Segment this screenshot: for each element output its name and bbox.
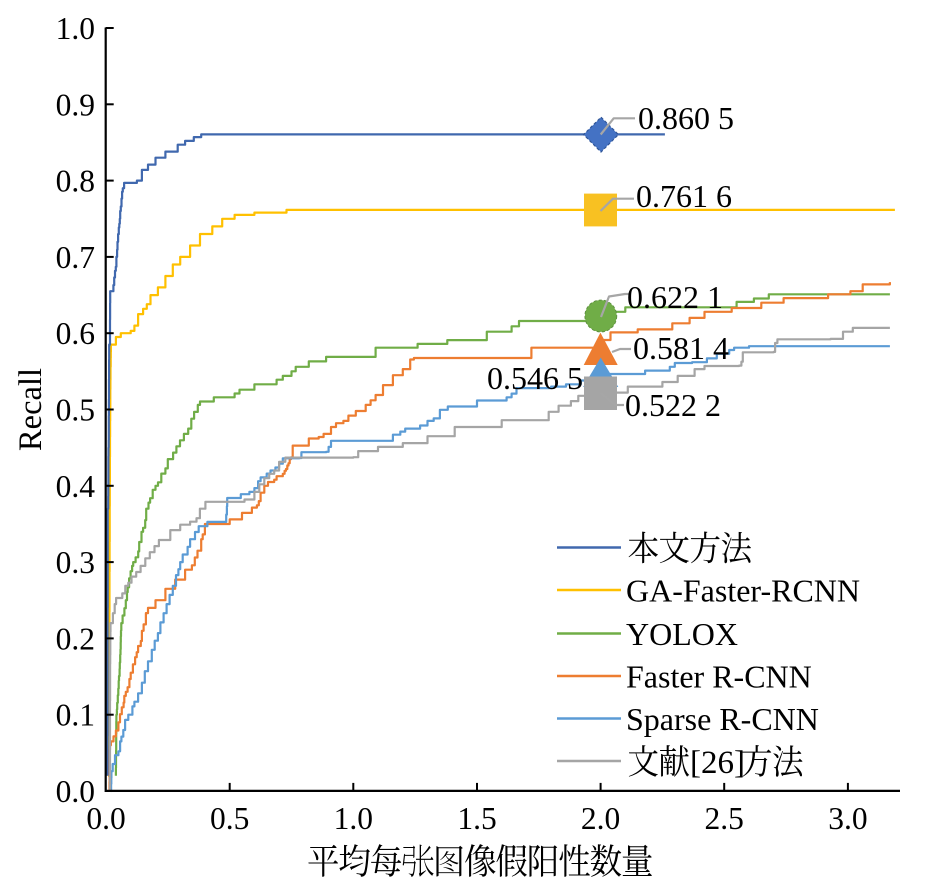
svg-text:0.3: 0.3 (56, 545, 95, 580)
svg-text:0.522 2: 0.522 2 (625, 387, 721, 423)
svg-text:0.9: 0.9 (56, 87, 95, 122)
svg-text:0.0: 0.0 (86, 801, 125, 836)
svg-text:1.5: 1.5 (457, 801, 496, 836)
svg-text:2.0: 2.0 (581, 801, 620, 836)
svg-text:0.860 5: 0.860 5 (638, 100, 734, 136)
svg-text:0.8: 0.8 (56, 164, 95, 199)
svg-text:3.0: 3.0 (828, 801, 867, 836)
svg-text:0.0: 0.0 (56, 774, 95, 809)
svg-text:0.622 1: 0.622 1 (627, 279, 723, 315)
svg-text:0.7: 0.7 (56, 240, 95, 275)
svg-text:Recall: Recall (13, 368, 49, 451)
svg-text:0.581 4: 0.581 4 (633, 330, 729, 366)
svg-text:GA-Faster-RCNN: GA-Faster-RCNN (626, 573, 860, 609)
svg-text:Faster R-CNN: Faster R-CNN (626, 659, 812, 695)
svg-text:0.761 6: 0.761 6 (636, 178, 732, 214)
svg-text:2.5: 2.5 (705, 801, 744, 836)
svg-text:0.546 5: 0.546 5 (487, 360, 583, 396)
svg-text:1.0: 1.0 (334, 801, 373, 836)
svg-text:YOLOX: YOLOX (626, 616, 738, 652)
svg-text:0.5: 0.5 (210, 801, 249, 836)
svg-text:0.4: 0.4 (56, 469, 96, 504)
svg-text:Sparse R-CNN: Sparse R-CNN (626, 701, 819, 737)
svg-text:0.2: 0.2 (56, 621, 95, 656)
svg-text:0.1: 0.1 (56, 698, 95, 733)
svg-text:[26]: [26] (690, 745, 745, 781)
svg-text:1.0: 1.0 (56, 11, 95, 46)
svg-text:0.6: 0.6 (56, 316, 95, 351)
svg-text:0.5: 0.5 (56, 393, 95, 428)
